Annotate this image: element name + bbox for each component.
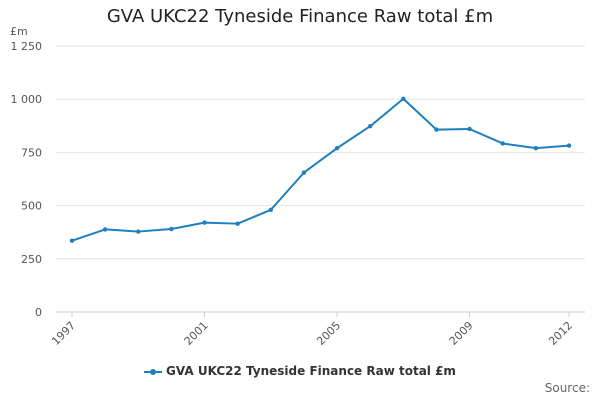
source-label: Source: — [544, 381, 590, 395]
data-point[interactable] — [235, 221, 240, 226]
data-point[interactable] — [169, 226, 174, 232]
data-point[interactable] — [202, 220, 207, 225]
y-tick-label: 500 — [21, 200, 42, 213]
data-point[interactable] — [467, 126, 472, 132]
legend-swatch-icon — [144, 368, 163, 376]
legend[interactable]: GVA UKC22 Tyneside Finance Raw total £m — [0, 364, 600, 378]
x-tick-labels: 1997 2001 2005 2009 2012 — [49, 319, 575, 348]
data-point[interactable] — [368, 124, 373, 129]
data-point[interactable] — [500, 141, 505, 146]
y-axis-label: £m — [10, 25, 28, 38]
y-tick-label: 1 000 — [11, 93, 43, 106]
data-point[interactable] — [69, 238, 75, 243]
x-tick-label: 2001 — [182, 319, 211, 348]
y-tick-label: 0 — [35, 306, 42, 319]
series-line — [71, 97, 570, 242]
series-layer — [69, 96, 572, 243]
legend-label: GVA UKC22 Tyneside Finance Raw total £m — [166, 364, 456, 378]
data-point[interactable] — [268, 207, 273, 213]
data-point[interactable] — [334, 145, 340, 151]
x-tick-label: 2012 — [546, 319, 575, 348]
y-tick-label: 750 — [21, 146, 42, 159]
data-point[interactable] — [401, 96, 406, 101]
data-point[interactable] — [301, 170, 307, 175]
y-tick-label: 250 — [21, 253, 42, 266]
data-point[interactable] — [566, 143, 572, 148]
data-point[interactable] — [102, 227, 108, 232]
x-tick-marks — [71, 312, 570, 317]
y-tick-labels: 0 250 500 750 1 000 1 250 — [11, 40, 43, 319]
y-tick-label: 1 250 — [11, 40, 43, 53]
data-point[interactable] — [434, 127, 439, 132]
chart-title: GVA UKC22 Tyneside Finance Raw total £m — [106, 6, 494, 27]
data-point[interactable] — [136, 229, 141, 234]
grid-lines — [56, 45, 585, 313]
data-point[interactable] — [533, 145, 539, 151]
x-tick-label: 1997 — [49, 319, 78, 348]
x-tick-label: 2009 — [447, 319, 476, 348]
x-tick-label: 2005 — [314, 319, 343, 348]
